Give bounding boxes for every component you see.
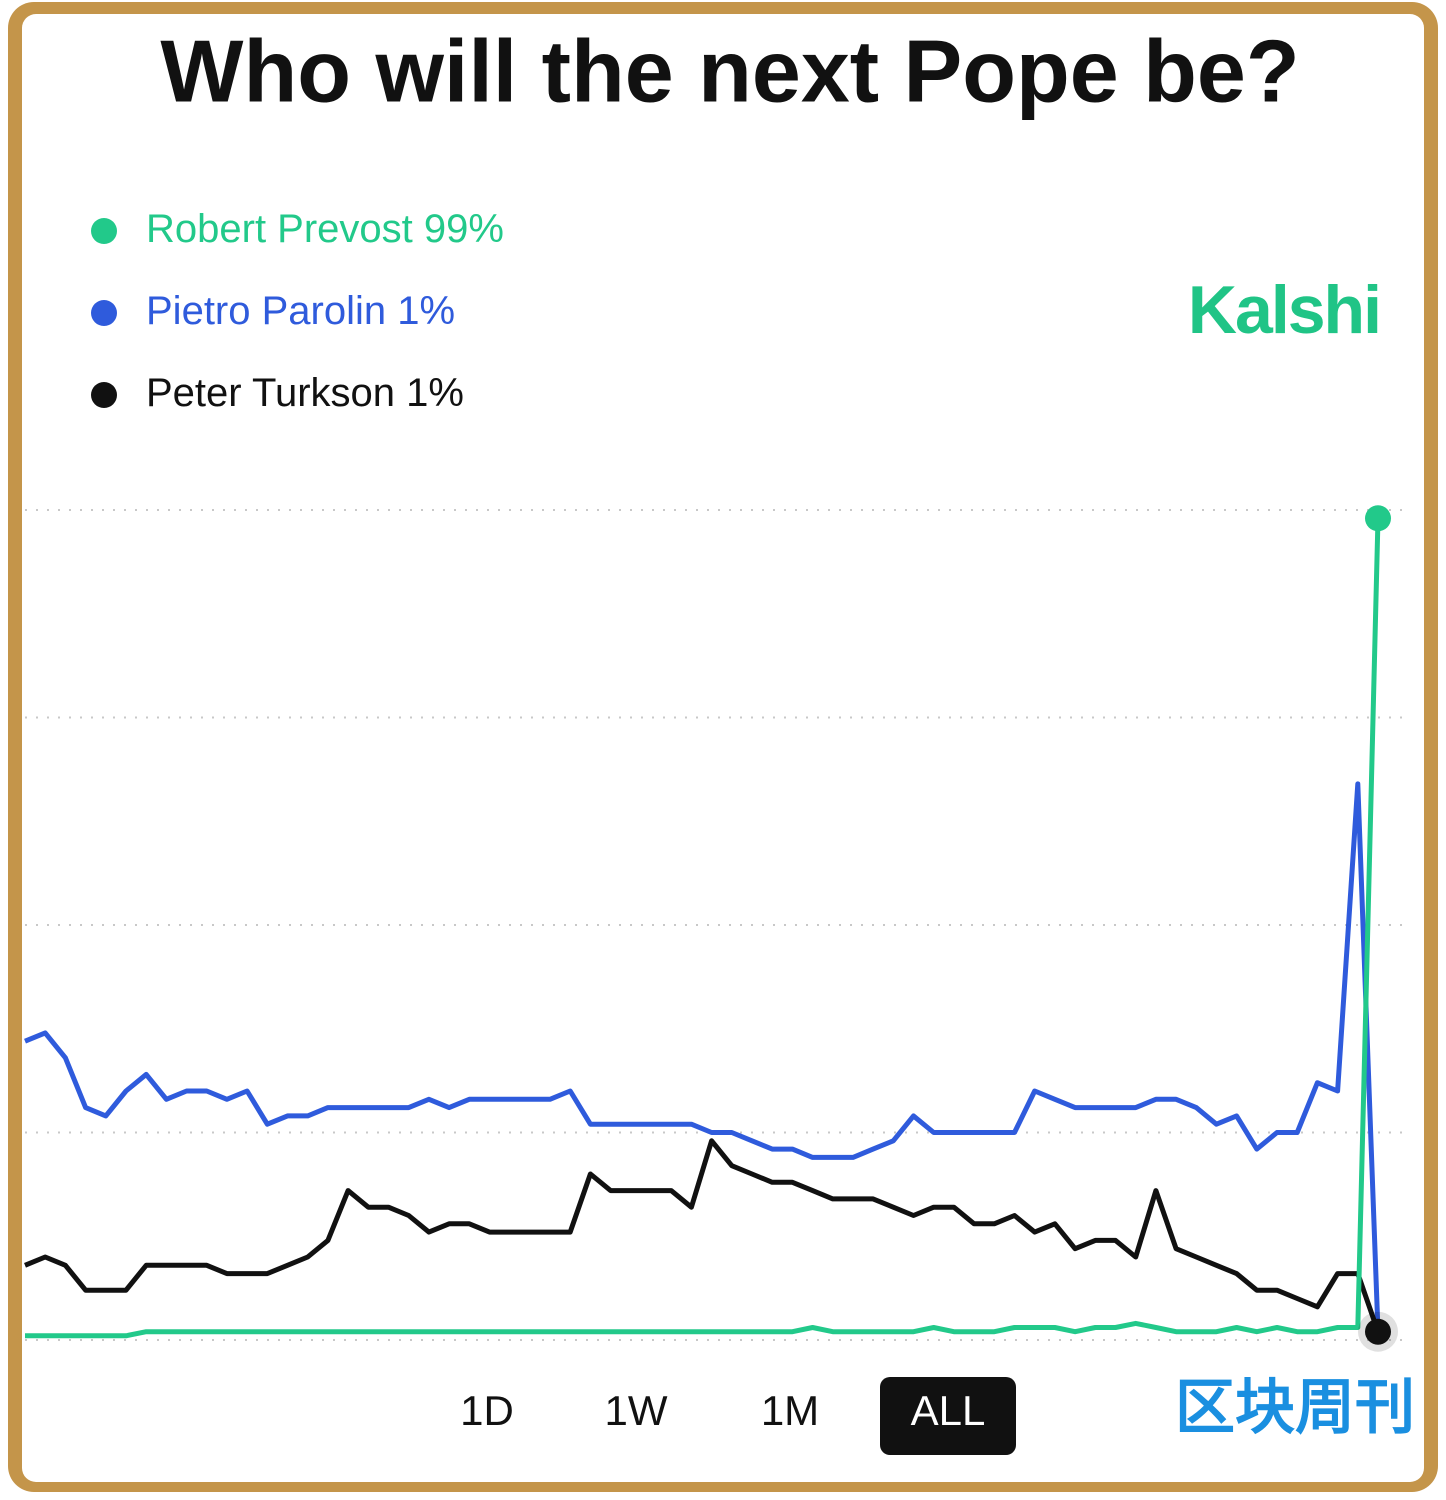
range-button[interactable]: ALL — [911, 1387, 986, 1434]
range-button-bg[interactable] — [880, 1377, 1016, 1455]
end-marker — [1365, 505, 1391, 532]
range-button[interactable]: 1M — [761, 1387, 819, 1434]
panel — [22, 14, 1424, 1482]
legend-label: Pietro Parolin 1% — [146, 289, 455, 333]
range-button[interactable]: 1W — [605, 1387, 668, 1434]
legend-dot — [91, 218, 117, 244]
legend-value: 1% — [397, 289, 455, 333]
legend-name: Peter Turkson — [146, 371, 395, 415]
series-line — [24, 1138, 1381, 1333]
legend-name: Robert Prevost — [146, 207, 413, 251]
legend-label: Peter Turkson 1% — [146, 371, 464, 415]
series-line — [25, 518, 1381, 1339]
legend-dot — [91, 300, 117, 326]
legend-label: Robert Prevost 99% — [146, 207, 504, 251]
series-line — [24, 781, 1381, 1332]
chart-title: Who will the next Pope be? — [160, 21, 1299, 120]
brand: Kalshi — [1188, 272, 1380, 348]
legend-dot — [91, 382, 117, 408]
legend-name: Pietro Parolin — [146, 289, 386, 333]
legend-value: 1% — [406, 371, 464, 415]
watermark: 区块周刊 — [1175, 1374, 1415, 1441]
end-marker — [1365, 1318, 1391, 1345]
legend-value: 99% — [424, 207, 504, 251]
range-button[interactable]: 1D — [460, 1387, 514, 1434]
range-selector: 1D 1W 1M ALL — [460, 1377, 1016, 1455]
